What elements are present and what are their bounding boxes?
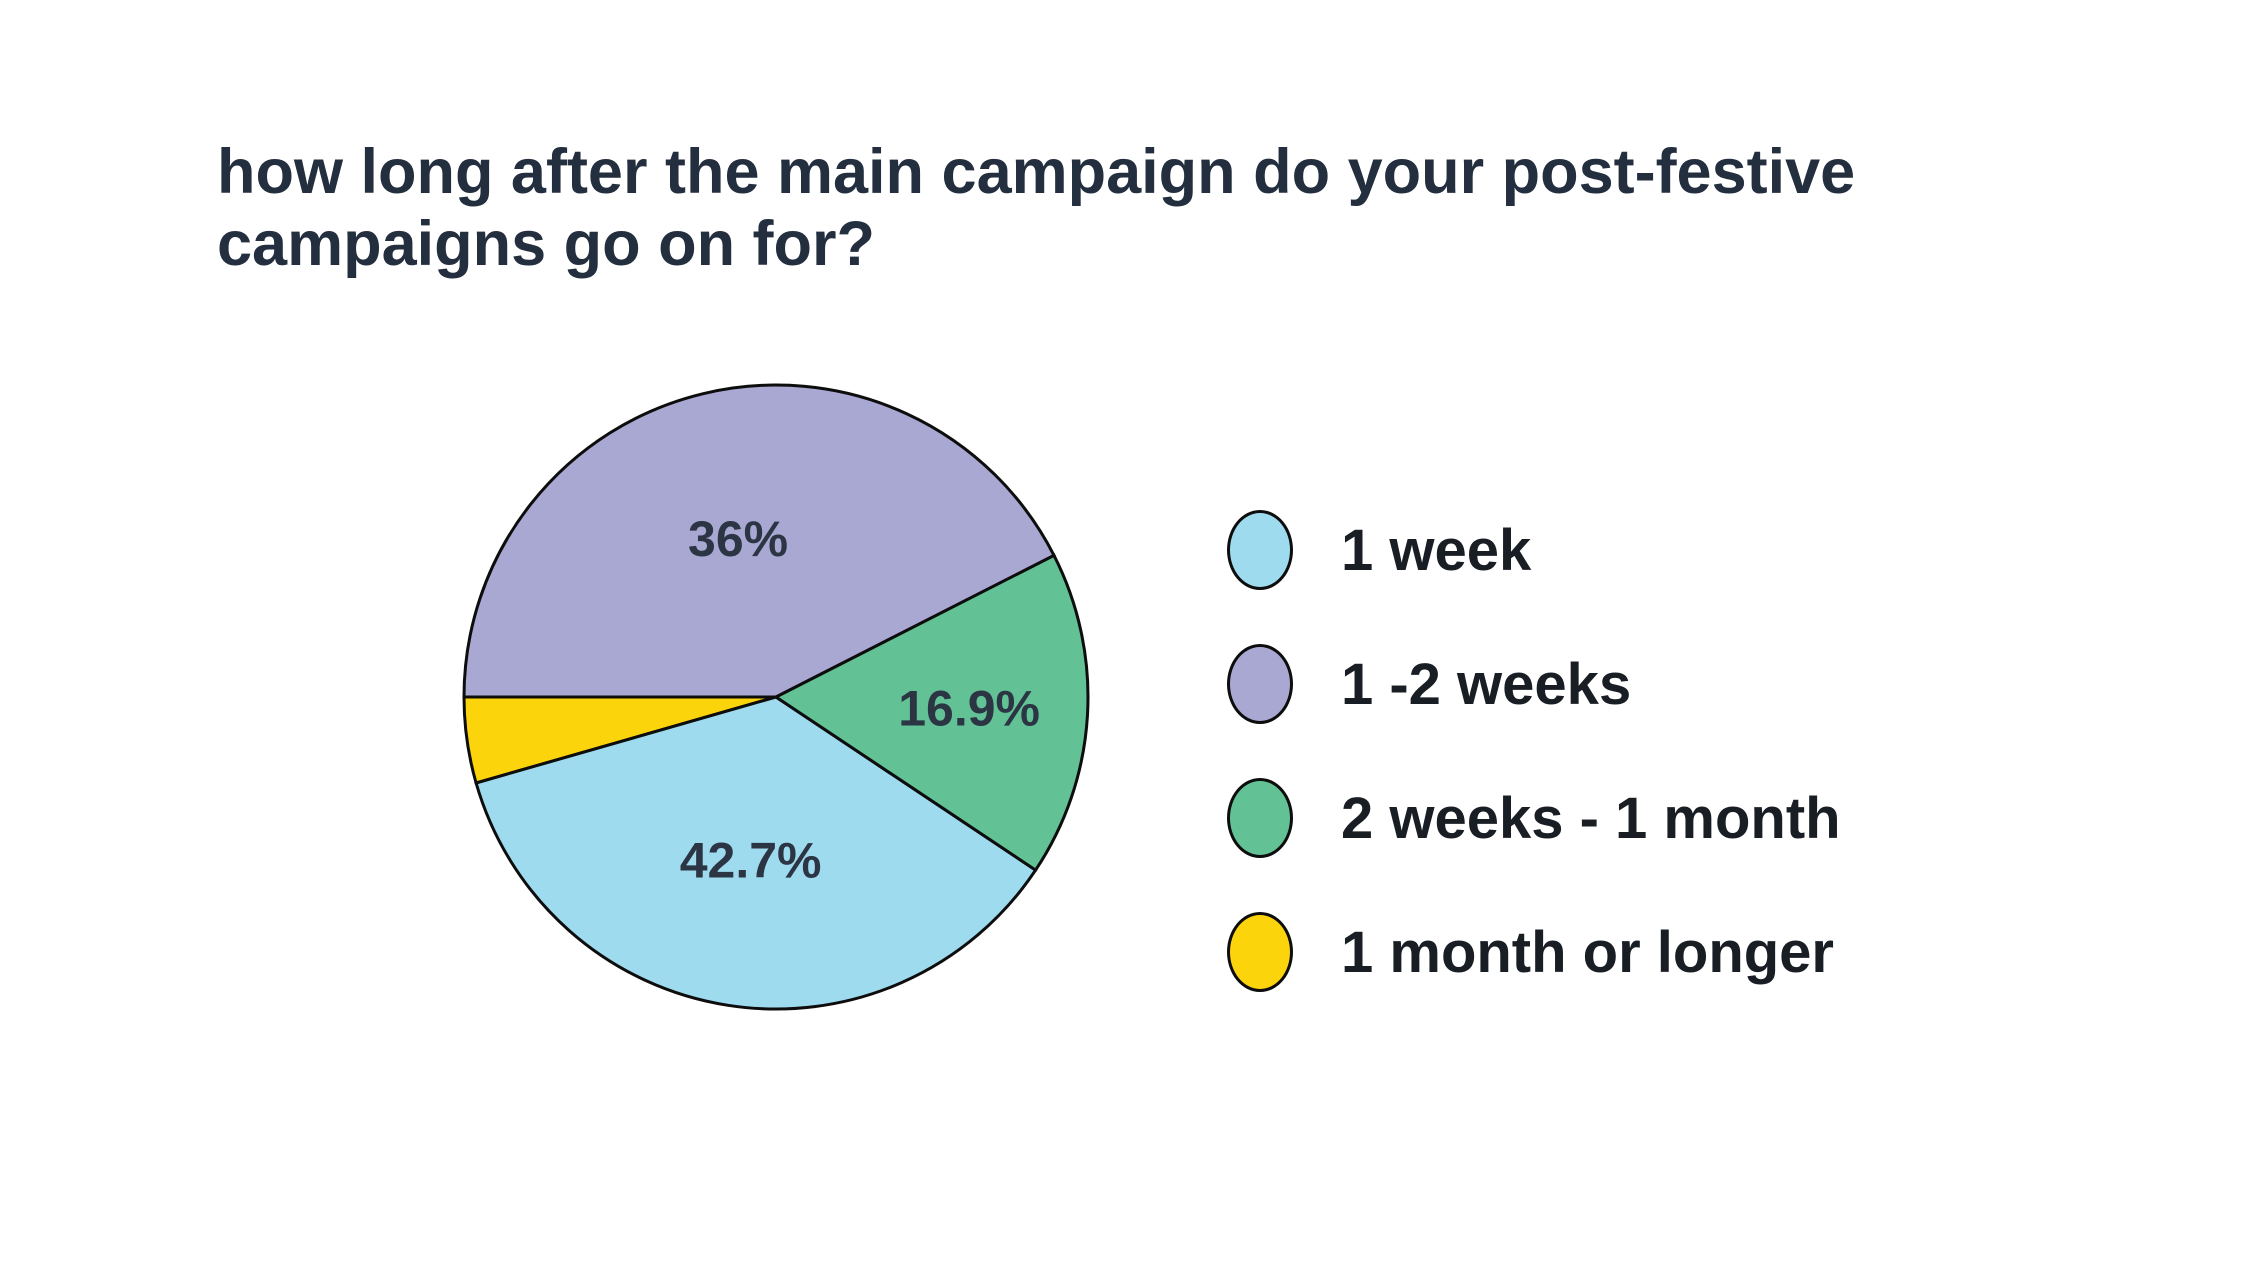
pie-labels-group: 36% 42.7% 16.9%: [680, 511, 1040, 888]
chart-title-line-1: how long after the main campaign do your…: [217, 137, 1856, 207]
legend-swatch-circle-icon: [1227, 912, 1293, 992]
slice-value-label: 42.7%: [680, 832, 822, 888]
legend-item: 1 month or longer: [1227, 912, 1841, 992]
legend-swatch-circle-icon: [1227, 644, 1293, 724]
pie-slice-1-week: [474, 695, 1038, 1011]
legend: 1 week 1 -2 weeks 2 weeks - 1 month 1 mo…: [1227, 510, 1841, 1046]
legend-swatch-circle-icon: [1227, 510, 1293, 590]
legend-swatch-circle-icon: [1227, 778, 1293, 858]
legend-label: 1 -2 weeks: [1341, 651, 1632, 717]
pie-slice-1-2-weeks: [462, 383, 1057, 699]
slice-value-label: 16.9%: [898, 680, 1040, 736]
slice-value-label: 36%: [688, 511, 788, 567]
chart-title: how long after the main campaign do your…: [217, 136, 1855, 280]
legend-item: 2 weeks - 1 month: [1227, 778, 1841, 858]
legend-label: 1 month or longer: [1341, 919, 1834, 985]
legend-label: 1 week: [1341, 517, 1532, 583]
pie-slice-2-weeks-1-month: [773, 553, 1090, 873]
legend-item: 1 -2 weeks: [1227, 644, 1841, 724]
legend-label: 2 weeks - 1 month: [1341, 785, 1841, 851]
legend-item: 1 week: [1227, 510, 1841, 590]
pie-slices-group: [462, 383, 1090, 1011]
chart-title-line-2: campaigns go on for?: [217, 209, 876, 279]
